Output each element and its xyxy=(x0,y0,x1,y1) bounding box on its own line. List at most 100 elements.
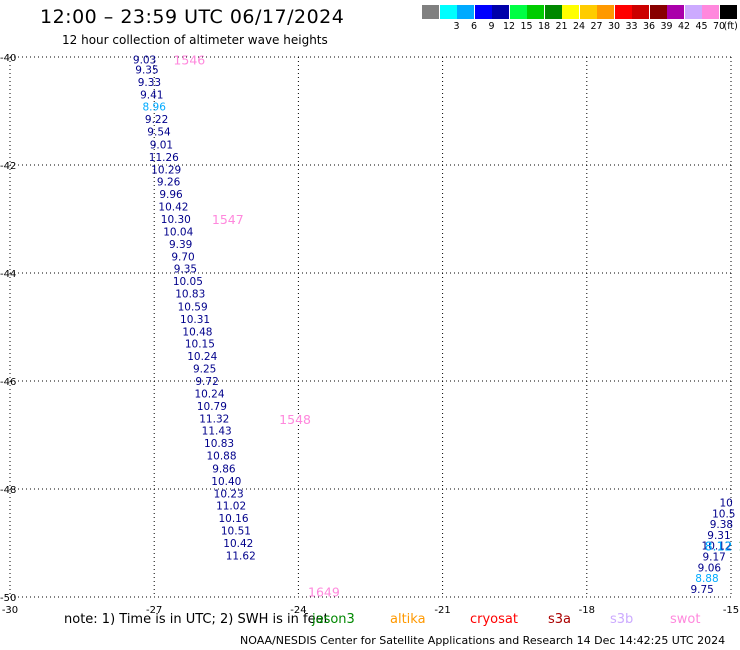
legend-swatch xyxy=(632,5,649,19)
legend-label: 30 xyxy=(607,21,621,32)
legend-swatch xyxy=(474,5,492,19)
legend-swatch xyxy=(667,5,684,19)
data-point-swot: 10.05 xyxy=(173,276,203,288)
x-tick-label: -15 xyxy=(723,605,739,616)
data-point-swot: 9.25 xyxy=(193,364,216,376)
y-tick-label: -46 xyxy=(0,377,16,388)
y-tick-label: -40 xyxy=(0,53,16,64)
data-point-jason3: 10.12 xyxy=(702,541,732,553)
legend-label: 12 xyxy=(502,21,516,32)
legend-swatch xyxy=(719,5,737,19)
legend-swatch xyxy=(422,5,439,19)
legend-label: 24 xyxy=(572,21,586,32)
legend-swatch xyxy=(649,5,667,19)
data-point-swot: 10.42 xyxy=(158,202,188,214)
chart-title: 12:00 – 23:59 UTC 06/17/2024 xyxy=(40,6,345,28)
data-point-swot: 9.54 xyxy=(147,127,171,139)
legend-label: 3 xyxy=(453,21,460,32)
data-point-swot: 10.04 xyxy=(163,226,193,238)
pass-annotation: 1649 xyxy=(308,585,340,600)
legend-swatch xyxy=(492,5,509,19)
legend-label: 6 xyxy=(470,21,478,32)
satellite-swot: swot xyxy=(670,612,701,627)
pass-annotation: 1547 xyxy=(212,212,244,227)
legend-swatch xyxy=(579,5,597,19)
legend-swatch xyxy=(684,5,702,19)
satellite-s3a: s3a xyxy=(548,612,572,627)
y-tick-label: -44 xyxy=(0,269,16,280)
data-point-swot: 9.70 xyxy=(171,251,194,263)
data-point-swot: 10.24 xyxy=(187,351,217,363)
satellite-s3b: s3b xyxy=(610,612,634,627)
data-point-swot: 9.41 xyxy=(140,89,163,101)
data-point-jason3: 9.38 xyxy=(710,519,733,531)
y-tick-label: -48 xyxy=(0,485,16,496)
y-tick-label: -50 xyxy=(0,593,16,604)
x-tick-label: -27 xyxy=(146,605,162,616)
legend-swatch xyxy=(614,5,632,19)
data-point-swot: 10.83 xyxy=(175,289,205,301)
data-point-swot: 10.42 xyxy=(223,538,253,550)
data-point-jason3: 9.17 xyxy=(702,552,725,564)
data-point-swot: 11.43 xyxy=(202,426,232,438)
legend-swatch xyxy=(439,5,457,19)
data-point-jason3: 8.88 xyxy=(695,573,718,585)
legend-label: 21 xyxy=(555,21,568,32)
data-point-swot: 11.62 xyxy=(226,550,256,562)
legend-swatch xyxy=(457,5,474,19)
legend-swatch xyxy=(702,5,719,19)
legend-label: 18 xyxy=(537,21,551,32)
data-point-swot: 8.96 xyxy=(143,102,167,114)
legend-label: 9 xyxy=(488,21,495,32)
legend-label: 27 xyxy=(590,21,603,32)
pass-annotation: 8.12 xyxy=(705,539,733,554)
data-point-swot: 10.16 xyxy=(218,513,248,525)
chart-subtitle: 12 hour collection of altimeter wave hei… xyxy=(62,33,328,47)
legend-label: 42 xyxy=(677,21,691,32)
data-point-swot: 9.35 xyxy=(135,64,158,76)
legend-swatch xyxy=(597,5,614,19)
x-tick-label: -18 xyxy=(579,605,595,616)
x-tick-label: -21 xyxy=(434,605,450,616)
legend-swatch xyxy=(527,5,544,19)
data-point-swot: 9.22 xyxy=(145,114,168,126)
data-point-swot: 10.59 xyxy=(178,301,208,313)
data-point-swot: 10.30 xyxy=(161,214,191,226)
legend-label: 15 xyxy=(520,21,533,32)
legend-swatch xyxy=(544,5,562,19)
data-point-swot: 10.23 xyxy=(214,488,244,500)
data-point-swot: 9.03 xyxy=(133,55,156,67)
satellite-altika: altika xyxy=(390,612,426,627)
data-point-swot: 10.79 xyxy=(197,401,227,413)
legend-label: 70 xyxy=(712,21,726,32)
data-point-swot: 9.86 xyxy=(212,463,236,475)
x-tick-label: -24 xyxy=(290,605,306,616)
satellite-cryosat: cryosat xyxy=(470,612,518,627)
x-tick-label: -30 xyxy=(2,605,18,616)
data-point-swot: 10.15 xyxy=(185,339,215,351)
data-point-swot: 9.72 xyxy=(195,376,218,388)
legend-label: 33 xyxy=(625,21,638,32)
data-point-swot: 10.24 xyxy=(194,388,224,400)
data-point-jason3: 10.5 xyxy=(712,508,735,520)
data-point-swot: 10.51 xyxy=(221,526,251,538)
credit-line: NOAA/NESDIS Center for Satellite Applica… xyxy=(240,634,726,647)
legend-swatch xyxy=(562,5,579,19)
data-point-swot: 10.48 xyxy=(182,326,212,338)
legend-swatch xyxy=(509,5,527,19)
data-point-swot: 11.26 xyxy=(149,152,179,164)
legend-unit: (ft) xyxy=(723,21,738,32)
data-point-swot: 9.26 xyxy=(157,177,181,189)
legend-label: 39 xyxy=(660,21,673,32)
data-point-swot: 11.32 xyxy=(199,413,229,425)
footnote: note: 1) Time is in UTC; 2) SWH is in fe… xyxy=(64,612,329,627)
data-point-swot: 9.01 xyxy=(150,139,173,151)
data-point-swot: 10.83 xyxy=(204,438,234,450)
data-point-swot: 9.96 xyxy=(159,189,183,201)
data-point-jason3: 9.06 xyxy=(698,562,722,574)
legend-label: 45 xyxy=(695,21,708,32)
data-point-jason3: 10 xyxy=(720,498,733,510)
pass-annotation: 1546 xyxy=(173,53,205,68)
pass-annotation: 19 xyxy=(738,539,740,554)
